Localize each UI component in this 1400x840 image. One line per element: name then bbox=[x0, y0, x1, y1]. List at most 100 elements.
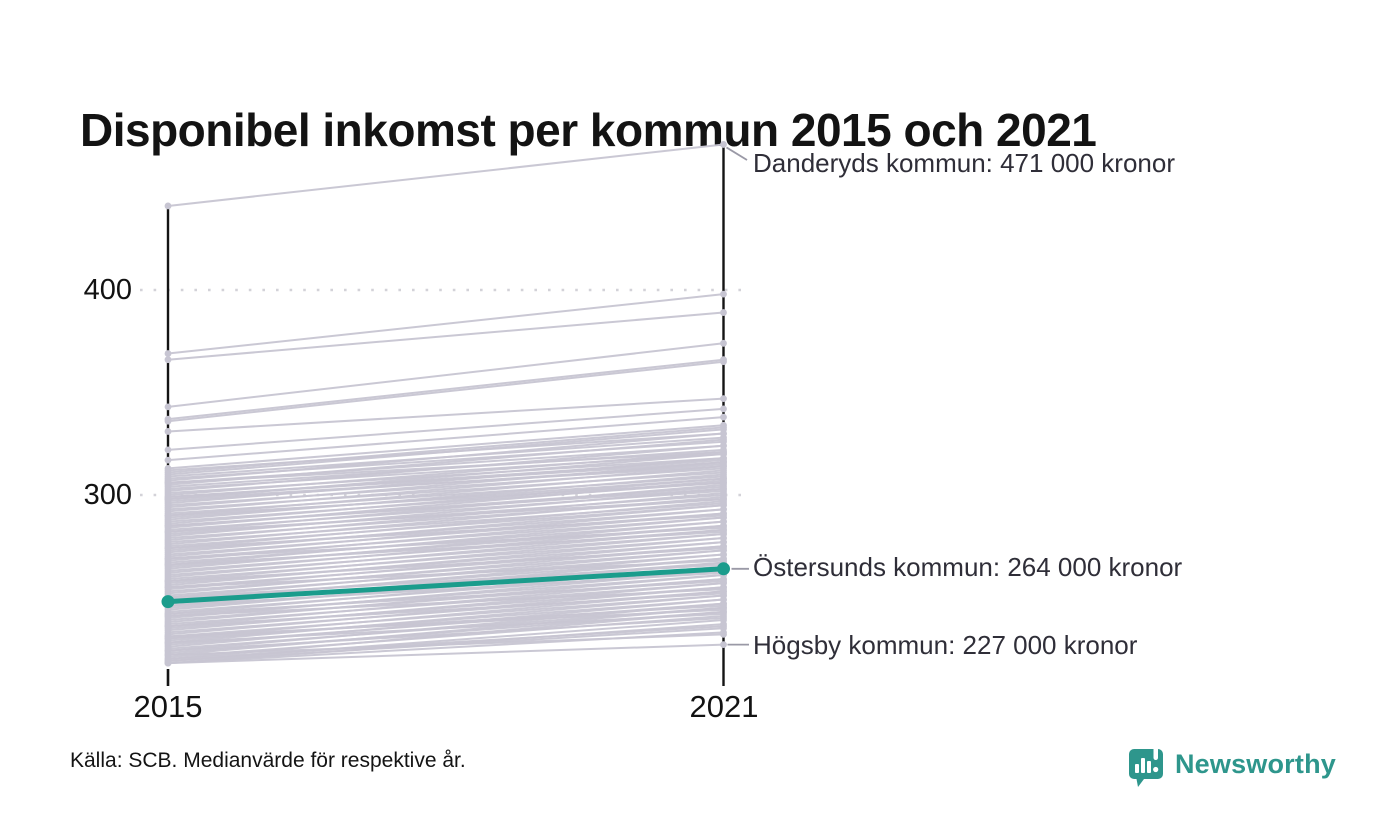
slope-point-2015 bbox=[164, 479, 172, 487]
slope-line bbox=[167, 360, 724, 423]
slope-point-2015 bbox=[164, 202, 172, 210]
slope-line bbox=[167, 516, 724, 566]
slope-line bbox=[167, 559, 724, 589]
slope-line bbox=[167, 588, 724, 617]
slope-line bbox=[167, 582, 724, 632]
branding: Newsworthy bbox=[1127, 742, 1336, 787]
slope-line bbox=[167, 465, 724, 501]
slope-line bbox=[167, 537, 724, 581]
slope-point-2015 bbox=[164, 555, 172, 562]
slope-point-2021 bbox=[720, 512, 727, 519]
slope-point-2015 bbox=[164, 583, 172, 591]
x-axis-label-2015: 2015 bbox=[133, 689, 203, 724]
slope-point-2015 bbox=[164, 356, 172, 364]
slope-point-2021 bbox=[720, 395, 727, 403]
slope-line bbox=[167, 623, 724, 665]
chart-title: Disponibel inkomst per kommun 2015 och 2… bbox=[80, 103, 1097, 156]
slope-point-2015 bbox=[164, 512, 172, 519]
slope-line bbox=[167, 612, 724, 644]
slope-line bbox=[167, 473, 724, 521]
slope-point-2015 bbox=[164, 493, 172, 501]
slope-point-2015 bbox=[164, 417, 172, 425]
slope-line bbox=[167, 617, 724, 652]
slope-point-2015 bbox=[164, 612, 172, 620]
slope-point-2015 bbox=[164, 622, 172, 630]
slope-line bbox=[167, 541, 724, 591]
slope-line bbox=[167, 625, 724, 660]
slope-point-2021 bbox=[720, 413, 727, 421]
slope-line bbox=[167, 500, 724, 550]
y-axis-tick-label-300: 300 bbox=[83, 479, 132, 511]
slope-line bbox=[167, 571, 724, 607]
slope-line bbox=[167, 416, 724, 462]
slope-line bbox=[167, 477, 724, 519]
slope-line bbox=[167, 582, 724, 626]
slope-point-2015 bbox=[164, 544, 172, 552]
slope-point-2015 bbox=[164, 403, 172, 411]
slope-line bbox=[167, 643, 724, 665]
highlight-line-ostersund bbox=[167, 566, 724, 605]
highlight-point-2015 bbox=[161, 595, 175, 609]
slope-line bbox=[167, 604, 724, 640]
slope-line bbox=[167, 516, 724, 560]
slope-line bbox=[167, 465, 724, 513]
annotation-ostersund: Östersunds kommun: 264 000 kronor bbox=[753, 552, 1183, 582]
slope-point-2015 bbox=[164, 659, 172, 667]
slope-line bbox=[167, 469, 724, 517]
slope-line bbox=[167, 143, 724, 207]
newsworthy-logo-icon bbox=[1128, 744, 1163, 787]
annotation-hogsby: Högsby kommun: 227 000 kronor bbox=[753, 630, 1138, 660]
slope-point-2021 bbox=[720, 557, 727, 564]
slope-line bbox=[167, 608, 724, 638]
slope-line bbox=[167, 520, 724, 570]
slope-point-2015 bbox=[164, 561, 172, 569]
slope-line bbox=[167, 487, 724, 537]
slope-line bbox=[167, 563, 724, 599]
branding-name: Newsworthy bbox=[1174, 749, 1336, 779]
slope-point-2015 bbox=[164, 528, 172, 536]
slope-point-2021 bbox=[720, 606, 727, 614]
slope-point-2021 bbox=[720, 485, 727, 493]
slope-line bbox=[167, 504, 724, 554]
slope-line bbox=[167, 428, 724, 476]
slope-line bbox=[167, 397, 724, 433]
slope-line bbox=[167, 483, 724, 533]
slope-line bbox=[167, 457, 724, 505]
slope-line bbox=[167, 450, 724, 484]
slope-line bbox=[167, 532, 724, 583]
slope-point-2021 bbox=[720, 442, 727, 450]
slope-point-2015 bbox=[164, 428, 172, 435]
slope-line bbox=[167, 407, 724, 451]
slope-line bbox=[167, 633, 724, 656]
slope-point-2015 bbox=[164, 651, 172, 659]
slope-point-2015 bbox=[164, 577, 172, 585]
x-axis-label-2021: 2021 bbox=[689, 689, 759, 724]
slope-line bbox=[167, 358, 724, 421]
slope-line bbox=[167, 424, 724, 470]
slope-line bbox=[167, 450, 724, 496]
slope-point-2021 bbox=[720, 448, 727, 456]
slope-line bbox=[167, 481, 724, 517]
slope-line bbox=[167, 573, 724, 624]
annotation-danderyd: Danderyds kommun: 471 000 kronor bbox=[753, 148, 1176, 178]
slope-line bbox=[167, 342, 724, 408]
slope-point-2021 bbox=[720, 290, 727, 298]
highlight-point-2021 bbox=[717, 562, 730, 576]
slope-point-2021 bbox=[720, 479, 727, 487]
slope-line bbox=[167, 508, 724, 558]
y-axis-tick-label-400: 400 bbox=[83, 274, 132, 306]
slope-line bbox=[167, 537, 724, 587]
slope-line bbox=[167, 426, 724, 474]
slope-line bbox=[167, 514, 724, 550]
slope-line bbox=[167, 461, 724, 509]
slope-point-2021 bbox=[720, 458, 727, 466]
slope-point-2021 bbox=[720, 405, 727, 413]
slope-line bbox=[167, 606, 724, 656]
slope-line bbox=[167, 580, 724, 615]
slope-line bbox=[167, 504, 724, 548]
slope-line bbox=[167, 594, 724, 644]
source-note: Källa: SCB. Medianvärde för respektive å… bbox=[70, 749, 466, 772]
slope-line bbox=[167, 592, 724, 628]
slope-point-2015 bbox=[164, 456, 172, 464]
